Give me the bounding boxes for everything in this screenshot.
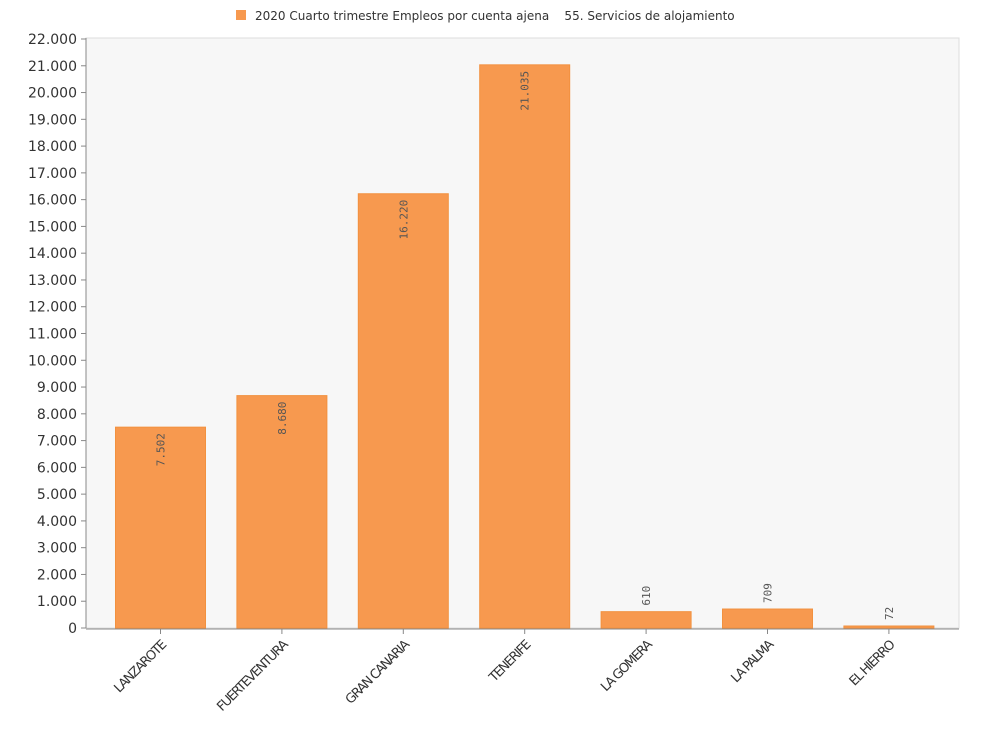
x-tick-label: LA GOMERA xyxy=(598,637,656,695)
x-tick-label: TENERIFE xyxy=(486,637,535,686)
y-tick-label: 14.000 xyxy=(28,246,77,262)
x-tick-label: GRAN CANARIA xyxy=(343,637,413,707)
y-tick-label: 17.000 xyxy=(28,166,77,182)
bar-tenerife[interactable] xyxy=(479,64,571,629)
y-tick-label: 3.000 xyxy=(37,541,77,557)
data-label: 8.680 xyxy=(276,402,289,435)
bars: 7.502 8.680 16.220 21.035 610 709 72 xyxy=(115,64,935,629)
bar-fuerteventura[interactable] xyxy=(236,395,328,629)
y-tick-label: 10.000 xyxy=(28,353,77,369)
x-tick-label: LANZAROTE xyxy=(112,637,171,696)
y-tick-label: 21.000 xyxy=(28,59,77,75)
data-label: 16.220 xyxy=(397,200,410,240)
x-tick-label: LA PALMA xyxy=(729,637,778,686)
data-label: 709 xyxy=(762,583,775,603)
y-tick-label: 12.000 xyxy=(28,300,77,316)
y-tick-label: 0 xyxy=(68,621,77,637)
y-tick-label: 9.000 xyxy=(37,380,77,396)
data-label: 610 xyxy=(640,586,653,606)
y-tick-label: 8.000 xyxy=(37,407,77,423)
legend-swatch xyxy=(236,10,246,20)
y-tick-label: 16.000 xyxy=(28,193,77,209)
y-axis: 0 1.000 2.000 3.000 4.000 5.000 6.000 7.000 8.00… xyxy=(28,32,87,637)
y-tick-label: 7.000 xyxy=(37,434,77,450)
y-tick-label: 20.000 xyxy=(28,86,77,102)
y-tick-label: 15.000 xyxy=(28,219,77,235)
y-tick-label: 22.000 xyxy=(28,32,77,48)
bar-la-gomera[interactable] xyxy=(600,611,692,629)
data-label: 7.502 xyxy=(155,433,168,466)
y-tick-label: 1.000 xyxy=(37,594,77,610)
x-tick-label: EL HIERRO xyxy=(847,637,899,689)
bar-el-hierro[interactable] xyxy=(843,625,935,629)
y-tick-label: 4.000 xyxy=(37,514,77,530)
data-label: 21.035 xyxy=(519,71,532,111)
bar-lanzarote[interactable] xyxy=(115,426,206,629)
y-tick-label: 2.000 xyxy=(37,567,77,583)
bar-la-palma[interactable] xyxy=(722,608,813,629)
data-label: 72 xyxy=(883,607,896,620)
x-axis: LANZAROTE FUERTEVENTURA GRAN CANARIA TENERI… xyxy=(86,628,959,715)
y-tick-label: 6.000 xyxy=(37,460,77,476)
y-tick-label: 18.000 xyxy=(28,139,77,155)
y-tick-label: 5.000 xyxy=(37,487,77,503)
bar-gran-canaria[interactable] xyxy=(357,193,449,629)
x-tick-label: FUERTEVENTURA xyxy=(214,637,291,714)
y-tick-label: 19.000 xyxy=(28,112,77,128)
y-tick-label: 11.000 xyxy=(28,327,77,343)
y-tick-label: 13.000 xyxy=(28,273,77,289)
legend-label: 2020 Cuarto trimestre Empleos por cuenta… xyxy=(255,9,735,23)
legend[interactable]: 2020 Cuarto trimestre Empleos por cuenta… xyxy=(236,9,735,23)
